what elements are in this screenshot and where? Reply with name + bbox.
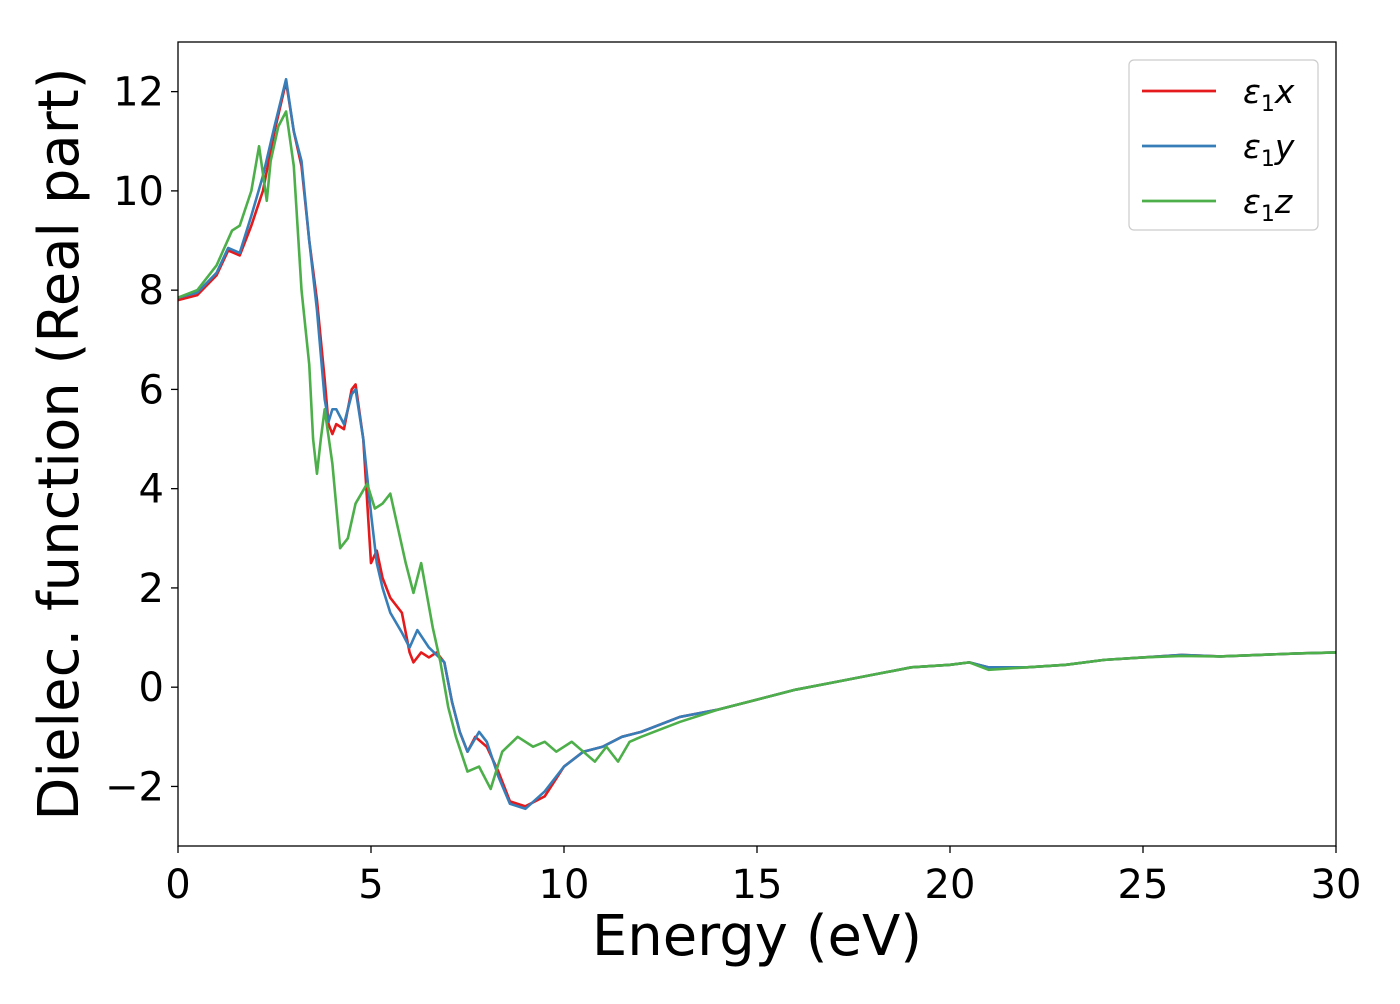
y-tick-label: 4 (139, 467, 164, 513)
x-tick-label: 0 (165, 862, 190, 908)
legend-subscript: 1 (1261, 202, 1275, 227)
x-tick-label: 25 (1118, 862, 1169, 908)
y-tick-label: 8 (139, 268, 164, 314)
y-axis-title: Dielec. function (Real part) (27, 67, 92, 820)
legend-label-x: ε1x (1243, 72, 1295, 117)
legend-label-z: ε1z (1243, 182, 1293, 227)
legend-variable: y (1274, 127, 1295, 166)
legend-symbol: ε (1243, 127, 1261, 166)
y-axis: −2 0 2 4 6 8 10 12 (105, 70, 178, 810)
y-tick-label: 10 (113, 169, 164, 215)
legend-symbol: ε (1243, 72, 1261, 111)
y-tick-label: 0 (139, 665, 164, 711)
x-tick-label: 10 (539, 862, 590, 908)
legend-subscript: 1 (1261, 147, 1275, 172)
legend-subscript: 1 (1261, 92, 1275, 117)
x-axis: 0 5 10 15 20 25 30 (165, 846, 1361, 908)
series-layer (178, 77, 1336, 811)
y-tick-label: 2 (139, 566, 164, 612)
legend-symbol: ε (1243, 182, 1261, 221)
legend-variable: x (1274, 72, 1295, 111)
x-tick-label: 15 (732, 862, 783, 908)
x-tick-label: 30 (1311, 862, 1362, 908)
x-tick-label: 20 (925, 862, 976, 908)
legend-label-y: ε1y (1243, 127, 1295, 172)
x-tick-label: 5 (358, 862, 383, 908)
legend-variable: z (1274, 182, 1293, 221)
y-tick-label: 12 (113, 70, 164, 116)
y-tick-label: −2 (105, 764, 164, 810)
series-line-z (178, 110, 1336, 791)
x-axis-title: Energy (eV) (592, 904, 922, 969)
y-tick-label: 6 (139, 367, 164, 413)
legend-box (1128, 59, 1319, 231)
